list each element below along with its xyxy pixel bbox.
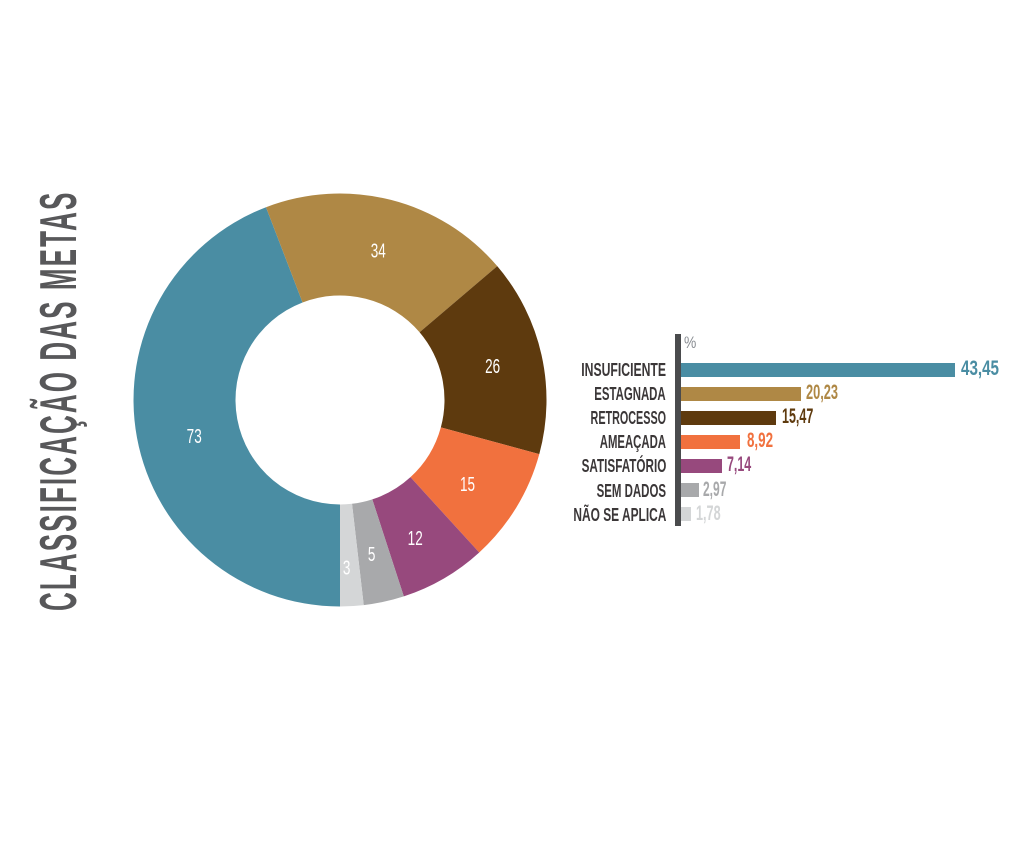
- svg-text:12: 12: [408, 526, 423, 550]
- svg-text:15: 15: [460, 472, 475, 496]
- svg-text:34: 34: [371, 239, 386, 263]
- svg-text:26: 26: [485, 354, 500, 378]
- svg-text:5: 5: [368, 542, 376, 566]
- svg-text:3: 3: [343, 556, 351, 580]
- svg-text:73: 73: [187, 424, 202, 448]
